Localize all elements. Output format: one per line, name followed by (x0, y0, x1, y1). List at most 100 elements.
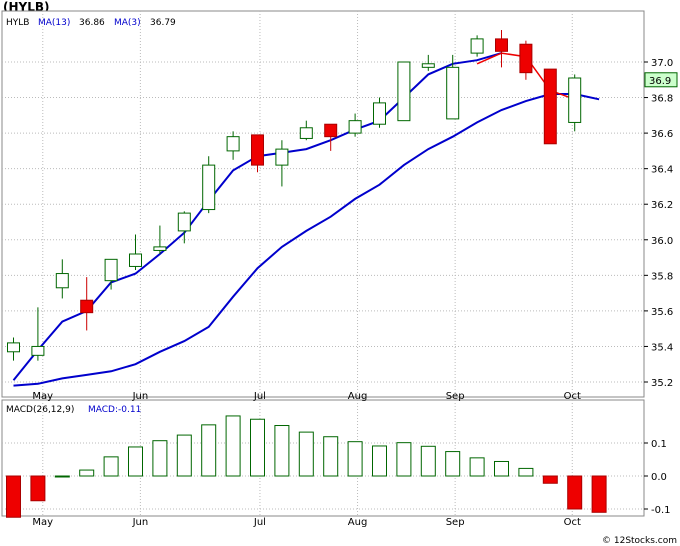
macd-bars (6, 415, 607, 518)
last-price-tag: 36.9 (644, 72, 678, 88)
macd-bar (420, 445, 436, 477)
macd-bar (396, 442, 412, 477)
price-tick-label: 37.0 (651, 58, 673, 69)
macd-legend-value: MACD:-0.11 (88, 405, 141, 415)
month-label: Oct (564, 517, 581, 528)
macd-bar (494, 460, 509, 477)
candle-body (299, 127, 313, 139)
month-axis-macd: May Jun Jul Aug Sep Oct (32, 517, 581, 528)
price-tick-label: 36.0 (651, 236, 673, 247)
macd-bar (372, 445, 387, 477)
watermark: © 12Stocks.com (602, 536, 677, 546)
candle-body (495, 38, 508, 52)
macd-bar (445, 451, 461, 477)
macd-legend-label: MACD(26,12,9) (6, 405, 74, 415)
macd-bar (542, 475, 558, 484)
candle-body (519, 43, 533, 74)
candle-body (202, 164, 216, 211)
month-label: Aug (348, 517, 368, 528)
candle-body (397, 61, 411, 122)
macd-panel: 0.1 0.0 -0.1 MACD(26,12,9) MACD:-0.11 (1, 399, 671, 518)
month-axis-price: May Jun Jul Aug Sep Oct (32, 391, 581, 402)
macd-bar (591, 475, 607, 513)
legend-entry: MA(13) (38, 18, 70, 28)
legend-entry: HYLB (6, 18, 29, 28)
macd-bar (152, 440, 168, 477)
price-tick-label: 36.6 (651, 129, 673, 140)
price-axis: 35.2 35.4 35.6 35.8 36.0 36.2 36.4 36.6 36.8 37.0 (644, 58, 673, 389)
candle-body (153, 246, 167, 251)
month-label: May (32, 517, 53, 528)
ma3-line (13, 93, 600, 387)
macd-bar (469, 457, 485, 477)
last-price-box (644, 72, 678, 88)
month-label: Oct (564, 391, 581, 402)
candle-body (373, 102, 386, 125)
month-label: Jun (132, 517, 149, 528)
last-price-label: 36.9 (649, 76, 671, 87)
macd-bar (128, 446, 143, 477)
price-panel: 35.2 35.4 35.6 35.8 36.0 36.2 36.4 36.6 36.8 37.0… (1, 10, 678, 398)
macd-bar (347, 441, 363, 477)
macd-grid (2, 442, 644, 510)
candle-body (129, 253, 142, 267)
candles (7, 30, 582, 361)
macd-bar (250, 418, 265, 477)
macd-bar (518, 467, 534, 477)
price-tick-label: 35.8 (651, 271, 673, 282)
candle-body (275, 148, 289, 166)
candle-body (7, 342, 20, 353)
macd-bar (103, 456, 119, 477)
price-month-grid (42, 11, 573, 397)
month-label: Sep (446, 517, 465, 528)
legend-entry: 36.79 (150, 18, 176, 28)
candle-body (55, 273, 69, 289)
macd-bar (298, 431, 314, 477)
macd-bar (274, 425, 290, 477)
candle-body (177, 212, 191, 232)
price-tick-label: 35.2 (651, 378, 673, 389)
macd-axis: 0.1 0.0 -0.1 (644, 439, 671, 516)
month-label: Jul (253, 391, 266, 402)
macd-bar (201, 424, 217, 477)
macd-tick-label: 0.0 (651, 472, 667, 483)
macd-bar (6, 475, 21, 518)
candle-body (543, 68, 557, 145)
legend-entry: 36.86 (79, 18, 105, 28)
price-tick-label: 36.2 (651, 200, 673, 211)
macd-plot-area (1, 399, 645, 517)
price-tick-label: 36.8 (651, 94, 673, 105)
macd-bar (567, 475, 583, 510)
price-grid (2, 61, 644, 383)
price-legend: HYLB MA(13) 36.86 MA(3) 36.79 (6, 18, 176, 28)
month-label: May (32, 391, 53, 402)
candle-body (324, 123, 338, 138)
price-tick-label: 35.6 (651, 307, 673, 318)
candle-body (31, 345, 45, 356)
candle-body (470, 38, 484, 54)
month-label: Jun (132, 391, 149, 402)
month-label: Aug (348, 391, 368, 402)
macd-bar (323, 436, 339, 477)
candle-body (421, 63, 435, 68)
macd-tick-label: -0.1 (651, 505, 671, 516)
legend-entry: MA(3) (114, 18, 141, 28)
macd-bar (30, 475, 46, 502)
macd-bar (54, 475, 70, 478)
macd-bar (176, 434, 192, 477)
candle-body (568, 77, 582, 123)
month-label: Jul (253, 517, 266, 528)
price-tick-label: 35.4 (651, 342, 673, 353)
candle-body (226, 136, 240, 152)
candle-body (446, 66, 460, 120)
candle-body (104, 258, 118, 282)
macd-bar (225, 415, 241, 477)
price-tick-label: 36.4 (651, 165, 673, 176)
month-label: Sep (446, 391, 465, 402)
macd-bar (79, 469, 95, 477)
candle-body (251, 134, 264, 166)
candle-body (348, 120, 362, 134)
macd-tick-label: 0.1 (651, 439, 667, 450)
candle-body (80, 299, 94, 314)
